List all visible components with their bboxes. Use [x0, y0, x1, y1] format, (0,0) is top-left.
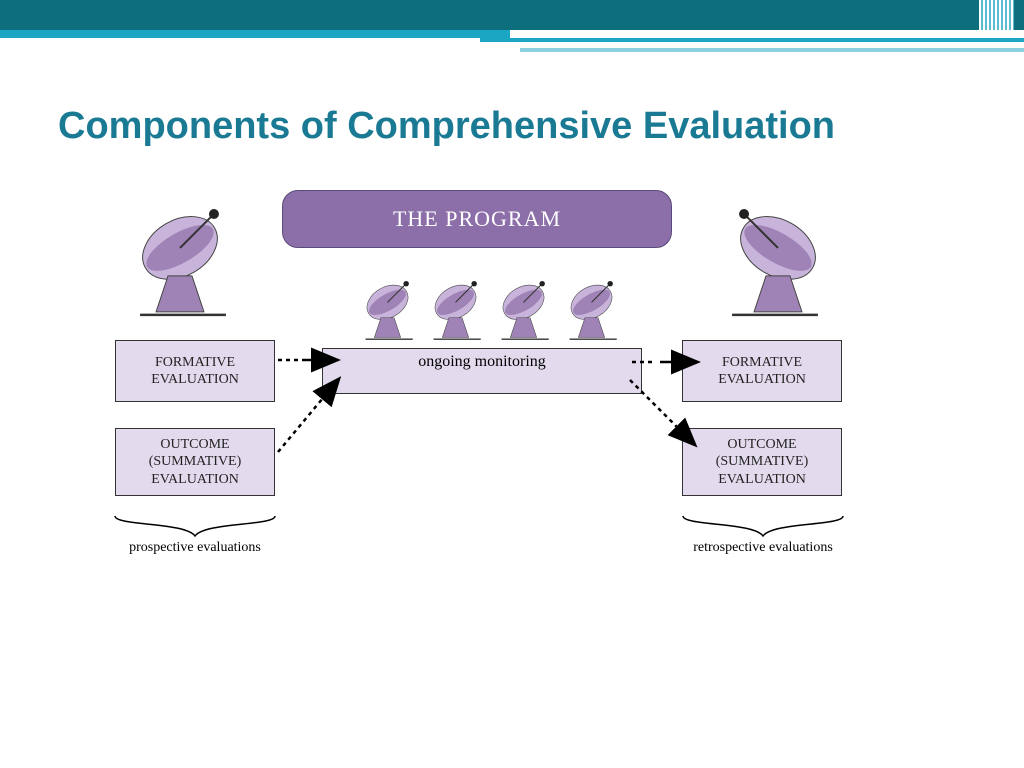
prospective-brace: prospective evaluations	[110, 514, 280, 556]
monitoring-node: ongoing monitoring	[322, 348, 642, 394]
box-label: OUTCOME (SUMMATIVE) EVALUATION	[122, 436, 268, 489]
formative-right-node: FORMATIVE EVALUATION	[682, 340, 842, 402]
evaluation-diagram: THE PROGRAM	[0, 180, 1024, 740]
satellite-icon	[718, 200, 828, 330]
formative-left-node: FORMATIVE EVALUATION	[115, 340, 275, 402]
brace-caption: retrospective evaluations	[678, 540, 848, 556]
outcome-left-node: OUTCOME (SUMMATIVE) EVALUATION	[115, 428, 275, 496]
outcome-right-node: OUTCOME (SUMMATIVE) EVALUATION	[682, 428, 842, 496]
satellite-icon	[130, 200, 240, 330]
box-label: OUTCOME (SUMMATIVE) EVALUATION	[689, 436, 835, 489]
satellite-icon	[564, 276, 625, 347]
monitoring-label: ongoing monitoring	[418, 353, 546, 371]
program-node: THE PROGRAM	[282, 190, 672, 248]
retrospective-brace: retrospective evaluations	[678, 514, 848, 556]
page-title: Components of Comprehensive Evaluation	[58, 105, 835, 148]
box-label: FORMATIVE EVALUATION	[122, 354, 268, 389]
box-label: FORMATIVE EVALUATION	[689, 354, 835, 389]
satellite-icon	[428, 276, 489, 347]
brace-caption: prospective evaluations	[110, 540, 280, 556]
satellite-icon	[360, 276, 421, 347]
header-decoration	[0, 0, 1024, 30]
satellite-icon	[496, 276, 557, 347]
program-label: THE PROGRAM	[393, 206, 561, 232]
